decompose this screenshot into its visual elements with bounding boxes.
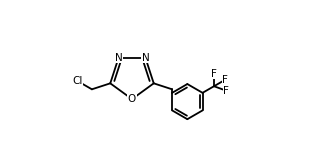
Text: O: O	[128, 94, 136, 104]
Text: N: N	[115, 53, 122, 63]
Text: F: F	[222, 75, 228, 85]
Text: Cl: Cl	[72, 76, 83, 86]
Text: N: N	[142, 53, 149, 63]
Text: F: F	[223, 86, 229, 96]
Text: F: F	[211, 69, 217, 79]
